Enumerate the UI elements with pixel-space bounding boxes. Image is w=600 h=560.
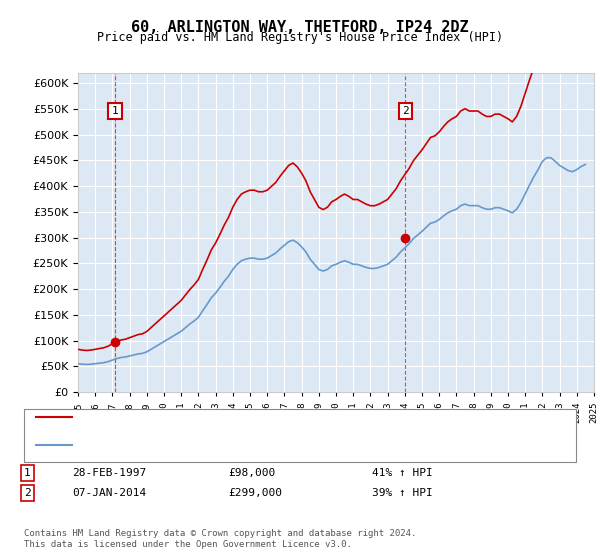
Text: 1: 1 bbox=[24, 468, 31, 478]
Text: Price paid vs. HM Land Registry's House Price Index (HPI): Price paid vs. HM Land Registry's House … bbox=[97, 31, 503, 44]
Text: 2: 2 bbox=[402, 106, 409, 116]
Text: £98,000: £98,000 bbox=[228, 468, 275, 478]
Text: 41% ↑ HPI: 41% ↑ HPI bbox=[372, 468, 433, 478]
Text: 1: 1 bbox=[112, 106, 119, 116]
Text: 60, ARLINGTON WAY, THETFORD, IP24 2DZ: 60, ARLINGTON WAY, THETFORD, IP24 2DZ bbox=[131, 20, 469, 35]
Text: HPI: Average price, detached house, Breckland: HPI: Average price, detached house, Brec… bbox=[78, 440, 359, 450]
Text: 2: 2 bbox=[24, 488, 31, 498]
Text: 60, ARLINGTON WAY, THETFORD, IP24 2DZ (detached house): 60, ARLINGTON WAY, THETFORD, IP24 2DZ (d… bbox=[78, 412, 415, 422]
Text: £299,000: £299,000 bbox=[228, 488, 282, 498]
Text: 28-FEB-1997: 28-FEB-1997 bbox=[72, 468, 146, 478]
Text: Contains HM Land Registry data © Crown copyright and database right 2024.
This d: Contains HM Land Registry data © Crown c… bbox=[24, 529, 416, 549]
Text: 07-JAN-2014: 07-JAN-2014 bbox=[72, 488, 146, 498]
Text: 39% ↑ HPI: 39% ↑ HPI bbox=[372, 488, 433, 498]
